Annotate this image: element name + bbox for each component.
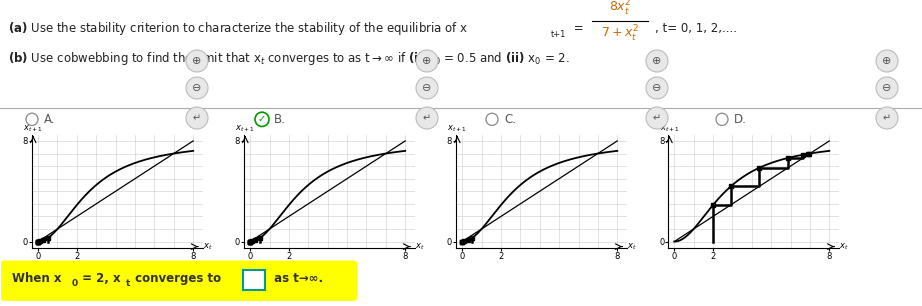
Circle shape [646, 50, 668, 72]
Text: ⊕: ⊕ [422, 56, 431, 66]
Circle shape [646, 107, 668, 129]
Text: 0: 0 [72, 279, 78, 288]
Circle shape [716, 113, 728, 125]
Text: $x_{t+1}$: $x_{t+1}$ [23, 124, 43, 134]
Circle shape [186, 107, 208, 129]
Circle shape [26, 113, 38, 125]
Text: When x: When x [12, 272, 62, 285]
Text: as t→∞.: as t→∞. [270, 272, 323, 285]
Circle shape [416, 77, 438, 99]
Text: converges to: converges to [131, 272, 221, 285]
Circle shape [416, 50, 438, 72]
Text: C.: C. [504, 113, 516, 126]
Text: t+1: t+1 [551, 30, 566, 39]
Text: $8x_t^2$: $8x_t^2$ [609, 0, 632, 18]
Text: ⊖: ⊖ [422, 83, 431, 93]
Circle shape [876, 77, 898, 99]
Text: t: t [126, 279, 130, 288]
Text: ⊕: ⊕ [193, 56, 202, 66]
Text: = 2, x: = 2, x [78, 272, 121, 285]
Text: ✓: ✓ [258, 114, 266, 124]
Text: ↵: ↵ [883, 113, 891, 123]
Text: $7+x_t^2$: $7+x_t^2$ [601, 24, 639, 44]
Text: ⊕: ⊕ [652, 56, 662, 66]
Text: $x_{t+1}$: $x_{t+1}$ [659, 124, 680, 134]
Text: $\mathbf{(b)}$ Use cobwebbing to find the limit that x$_t$ converges to as t$\ri: $\mathbf{(b)}$ Use cobwebbing to find th… [8, 50, 570, 67]
Circle shape [876, 50, 898, 72]
Text: D.: D. [734, 113, 747, 126]
FancyBboxPatch shape [1, 260, 357, 301]
Circle shape [186, 77, 208, 99]
Text: $x_t$: $x_t$ [203, 241, 212, 252]
Circle shape [416, 107, 438, 129]
Text: B.: B. [274, 113, 286, 126]
Circle shape [486, 113, 498, 125]
Text: ↵: ↵ [653, 113, 661, 123]
Text: $x_t$: $x_t$ [627, 241, 636, 252]
Text: $x_{t+1}$: $x_{t+1}$ [447, 124, 467, 134]
Circle shape [876, 107, 898, 129]
Text: $\mathbf{(a)}$ Use the stability criterion to characterize the stability of the : $\mathbf{(a)}$ Use the stability criteri… [8, 20, 468, 37]
Text: ⊖: ⊖ [193, 83, 202, 93]
Text: ↵: ↵ [423, 113, 431, 123]
Text: ⊖: ⊖ [882, 83, 892, 93]
FancyBboxPatch shape [243, 270, 265, 290]
Text: , t= 0, 1, 2,....: , t= 0, 1, 2,.... [655, 21, 737, 35]
Text: $x_{t+1}$: $x_{t+1}$ [235, 124, 255, 134]
Circle shape [255, 112, 269, 126]
Text: ↵: ↵ [193, 113, 201, 123]
Text: $x_t$: $x_t$ [839, 241, 848, 252]
Text: ⊖: ⊖ [652, 83, 662, 93]
Text: ⊕: ⊕ [882, 56, 892, 66]
Text: A.: A. [44, 113, 55, 126]
Circle shape [186, 50, 208, 72]
Circle shape [646, 77, 668, 99]
Text: =: = [570, 21, 584, 35]
Text: $x_t$: $x_t$ [415, 241, 424, 252]
